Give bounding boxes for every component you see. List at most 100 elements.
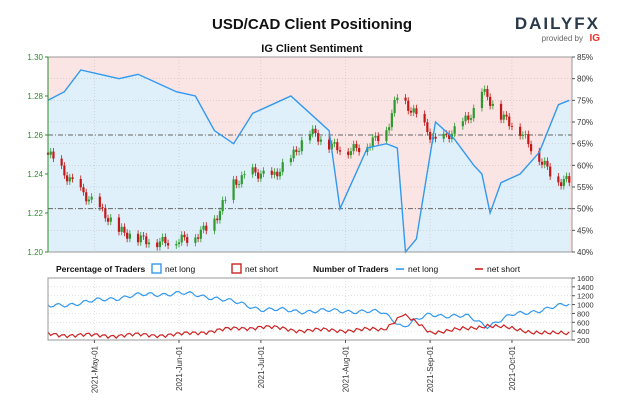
chart-title: USD/CAD Client Positioning — [212, 16, 412, 33]
candle-body — [358, 147, 361, 153]
count-tick-label: 200 — [577, 336, 590, 345]
candle-body — [412, 108, 415, 113]
candle-body — [349, 151, 353, 156]
candle-body — [104, 207, 107, 219]
candle-body — [156, 242, 159, 248]
long-zone-area — [48, 70, 570, 252]
candle-body — [109, 217, 112, 222]
candle-body — [464, 115, 467, 122]
candle-body — [469, 118, 473, 120]
candle-body — [82, 187, 85, 193]
lower-panel-border — [47, 277, 573, 341]
candle-body — [434, 136, 437, 139]
candle-body — [453, 126, 456, 134]
candle-body — [270, 170, 273, 175]
candle-body — [355, 144, 358, 148]
candle-body — [281, 162, 284, 172]
candle-body — [308, 134, 312, 141]
candle-body — [549, 166, 552, 177]
candle-body — [467, 115, 470, 120]
candle-body — [508, 116, 511, 127]
candle-body — [142, 235, 145, 237]
candle-body — [147, 242, 151, 245]
candle-body — [79, 178, 82, 188]
candle-body — [352, 144, 355, 152]
candle-body — [218, 211, 222, 221]
candle-body — [546, 160, 549, 167]
candle-body — [409, 110, 413, 113]
candle-body — [486, 89, 489, 97]
candle-body — [166, 243, 170, 246]
candle-body — [559, 182, 563, 187]
number-legend: Number of Traders net long net short — [313, 264, 521, 274]
count-tick-label: 600 — [577, 318, 590, 327]
candle-body — [183, 234, 186, 238]
candle-body — [314, 128, 317, 134]
number-legend-short: net short — [487, 264, 521, 274]
candle-body — [259, 173, 262, 179]
candle-body — [257, 172, 260, 179]
candle-body — [205, 225, 208, 231]
candle-body — [273, 171, 276, 175]
candle-body — [390, 113, 393, 128]
candle-body — [538, 151, 541, 162]
lower-gridlines — [48, 277, 572, 341]
candle-body — [480, 91, 484, 109]
candle-body — [426, 122, 429, 133]
candle-body — [328, 139, 331, 150]
price-tick-label: 1.24 — [27, 170, 43, 179]
candle-body — [388, 127, 391, 131]
candle-body — [145, 236, 148, 245]
candle-body — [502, 114, 505, 120]
date-tick-label: 2021-Jul-01 — [257, 345, 266, 388]
candle-body — [49, 151, 52, 155]
candle-body — [489, 96, 492, 106]
candle-body — [519, 126, 522, 136]
price-tick-label: 1.22 — [27, 209, 43, 218]
candle-body — [510, 126, 514, 127]
candle-body — [262, 170, 265, 174]
candle-body — [235, 179, 238, 185]
percentage-legend-short: net short — [245, 264, 279, 274]
candle-body — [289, 158, 292, 163]
candle-body — [278, 171, 282, 177]
candle-body — [336, 142, 339, 151]
percent-tick-label: 65% — [577, 140, 593, 149]
percent-tick-label: 45% — [577, 226, 593, 235]
candle-body — [254, 167, 257, 173]
candle-body — [126, 232, 129, 239]
candle-body — [221, 200, 224, 212]
candle-body — [407, 100, 410, 111]
candle-body — [499, 103, 503, 120]
date-tick-label: 2021-Jun-01 — [175, 345, 184, 390]
date-axis: 2021-May-01 2021-Jun-01 2021-Jul-01 2021-Au… — [90, 340, 517, 393]
candle-body — [448, 133, 451, 140]
net-long-count-line — [47, 290, 570, 330]
candle-body — [472, 108, 475, 119]
candle-body — [491, 103, 494, 106]
candle-body — [136, 233, 140, 243]
candle-body — [199, 229, 202, 239]
date-tick-label: 2021-Oct-01 — [508, 345, 517, 390]
percent-tick-label: 60% — [577, 161, 593, 170]
candle-body — [251, 167, 254, 175]
candle-body — [106, 218, 110, 222]
candle-body — [393, 100, 396, 114]
candle-body — [404, 97, 407, 101]
candle-body — [333, 142, 336, 144]
candle-body — [568, 176, 571, 183]
percent-tick-label: 55% — [577, 183, 593, 192]
candle-body — [557, 176, 560, 183]
candle-body — [180, 234, 183, 243]
candle-body — [423, 113, 426, 123]
candle-body — [202, 225, 205, 230]
candle-body — [68, 177, 71, 182]
candle-body — [123, 226, 126, 233]
candle-body — [562, 179, 565, 187]
percentage-legend-long: net long — [165, 264, 196, 274]
candle-body — [194, 237, 197, 243]
candle-body — [158, 241, 161, 248]
candle-body — [66, 175, 69, 182]
percent-tick-label: 75% — [577, 96, 593, 105]
